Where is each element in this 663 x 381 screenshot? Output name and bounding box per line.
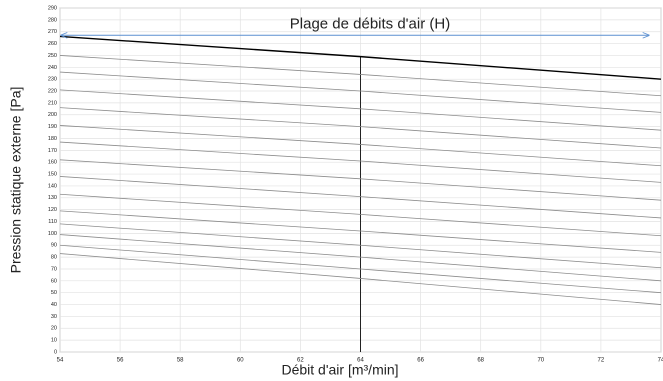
x-tick-label: 58	[177, 358, 184, 364]
curve	[59, 71, 662, 113]
y-tick-label: 190	[48, 124, 57, 130]
x-axis-title: Débit d'air [m³/min]	[281, 362, 398, 378]
y-tick-label: 30	[51, 314, 57, 320]
y-tick-label: 90	[51, 243, 57, 249]
y-tick-label: 60	[51, 278, 57, 284]
curve	[59, 176, 662, 219]
curve	[59, 125, 662, 167]
x-tick-label: 64	[357, 358, 364, 364]
curve	[59, 159, 662, 201]
curve	[59, 253, 662, 305]
y-tick-label: 70	[51, 266, 57, 272]
y-tick-label: 290	[48, 5, 57, 11]
curve	[59, 210, 662, 253]
y-tick-label: 20	[51, 326, 57, 332]
y-tick-label: 230	[48, 77, 57, 83]
curve	[59, 107, 662, 149]
x-tick-label: 74	[658, 358, 663, 364]
y-tick-label: 210	[48, 100, 57, 106]
curve	[59, 223, 662, 269]
range-label: Plage de débits d'air (H)	[290, 15, 450, 32]
y-tick-label: 50	[51, 290, 57, 296]
curve	[59, 234, 662, 282]
y-tick-label: 150	[48, 172, 57, 178]
y-tick-label: 250	[48, 53, 57, 59]
curve	[59, 55, 662, 97]
y-tick-label: 100	[48, 231, 57, 237]
y-tick-label: 0	[54, 349, 57, 355]
curve	[59, 193, 662, 237]
curve	[59, 35, 662, 80]
y-tick-label: 270	[48, 29, 57, 35]
curve	[59, 89, 662, 131]
y-tick-label: 120	[48, 207, 57, 213]
y-tick-label: 260	[48, 41, 57, 47]
curve	[59, 141, 662, 183]
y-tick-label: 170	[48, 148, 57, 154]
x-tick-label: 60	[237, 358, 244, 364]
x-tick-label: 72	[598, 358, 605, 364]
y-tick-label: 180	[48, 136, 57, 142]
x-tick-label: 62	[297, 358, 304, 364]
y-tick-label: 160	[48, 160, 57, 166]
y-tick-label: 220	[48, 88, 57, 94]
x-tick-label: 70	[537, 358, 544, 364]
y-tick-label: 10	[51, 338, 57, 344]
y-tick-label: 240	[48, 65, 57, 71]
x-tick-label: 56	[117, 358, 124, 364]
curve	[59, 244, 662, 294]
y-tick-label: 200	[48, 112, 57, 118]
y-tick-label: 80	[51, 255, 57, 261]
x-tick-label: 66	[417, 358, 424, 364]
y-tick-label: 130	[48, 195, 57, 201]
y-tick-label: 140	[48, 183, 57, 189]
y-tick-label: 110	[48, 219, 57, 225]
y-tick-label: 280	[48, 17, 57, 23]
y-axis-title: Pression statique externe [Pa]	[8, 87, 24, 274]
x-tick-label: 54	[57, 358, 64, 364]
y-tick-label: 40	[51, 302, 57, 308]
x-tick-label: 68	[477, 358, 484, 364]
